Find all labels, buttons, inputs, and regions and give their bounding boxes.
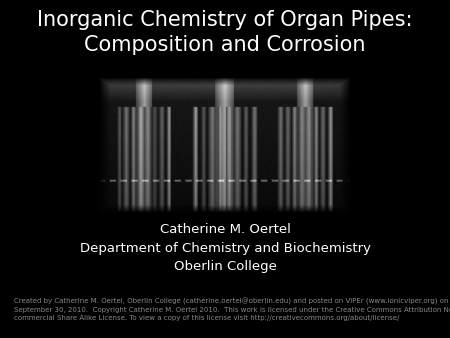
Text: Created by Catherine M. Oertel, Oberlin College (catherine.oertel@oberlin.edu) a: Created by Catherine M. Oertel, Oberlin … <box>14 297 450 321</box>
Text: Catherine M. Oertel
Department of Chemistry and Biochemistry
Oberlin College: Catherine M. Oertel Department of Chemis… <box>80 223 370 273</box>
Text: Inorganic Chemistry of Organ Pipes:
Composition and Corrosion: Inorganic Chemistry of Organ Pipes: Comp… <box>37 10 413 55</box>
